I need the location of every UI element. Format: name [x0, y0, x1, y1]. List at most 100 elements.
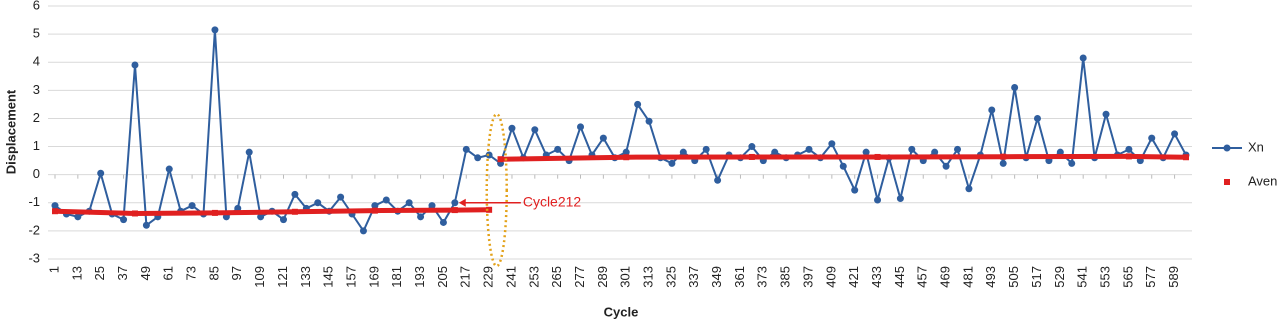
xn-marker — [245, 148, 253, 156]
x-tick-label: 589 — [1166, 266, 1181, 288]
xn-marker — [668, 159, 676, 167]
x-tick-label: 241 — [503, 266, 518, 288]
y-tick-label: -1 — [28, 194, 40, 209]
x-tick-label: 349 — [709, 266, 724, 288]
xn-marker — [142, 221, 150, 229]
xn-marker — [954, 145, 962, 153]
x-tick-label: 97 — [229, 266, 244, 280]
x-tick-label: 493 — [983, 266, 998, 288]
x-tick-label: 133 — [298, 266, 313, 288]
y-tick-label: -2 — [28, 222, 40, 237]
xn-marker — [999, 159, 1007, 167]
xn-marker — [1056, 148, 1064, 156]
xn-marker — [1148, 134, 1156, 142]
legend-symbol — [1224, 179, 1230, 185]
xn-marker — [439, 218, 447, 226]
xn-marker — [279, 216, 287, 224]
xn-marker — [874, 196, 882, 204]
annotation-arrowhead — [458, 198, 466, 207]
x-tick-label: 25 — [92, 266, 107, 280]
xn-marker — [371, 202, 379, 210]
xn-marker — [839, 162, 847, 170]
xn-marker — [965, 185, 973, 193]
xn-marker — [382, 196, 390, 204]
x-tick-label: 385 — [778, 266, 793, 288]
x-tick-label: 205 — [435, 266, 450, 288]
x-tick-label: 409 — [823, 266, 838, 288]
x-tick-label: 181 — [389, 266, 404, 288]
y-tick-label: 0 — [33, 166, 40, 181]
xn-marker — [97, 169, 105, 177]
x-axis-title: Cycle — [604, 304, 639, 319]
aven-marker — [748, 153, 755, 160]
x-tick-label: 61 — [161, 266, 176, 280]
x-tick-label: 517 — [1029, 266, 1044, 288]
x-tick-label: 457 — [915, 266, 930, 288]
x-tick-label: 121 — [275, 266, 290, 288]
x-tick-label: 229 — [481, 266, 496, 288]
xn-marker — [165, 165, 173, 173]
xn-marker — [1079, 54, 1087, 62]
aven-marker — [1125, 153, 1132, 160]
x-tick-label: 145 — [321, 266, 336, 288]
xn-marker — [679, 148, 687, 156]
aven-marker — [451, 207, 458, 214]
x-tick-label: 301 — [618, 266, 633, 288]
xn-marker — [702, 145, 710, 153]
x-tick-label: 73 — [184, 266, 199, 280]
y-tick-label: 2 — [33, 110, 40, 125]
x-tick-label: 529 — [1052, 266, 1067, 288]
highlight-ellipse — [485, 112, 508, 268]
x-tick-label: 337 — [686, 266, 701, 288]
y-tick-label: 3 — [33, 82, 40, 97]
xn-marker — [211, 26, 219, 34]
xn-marker — [908, 145, 916, 153]
xn-marker — [931, 148, 939, 156]
xn-marker — [1011, 84, 1019, 92]
x-tick-label: 433 — [869, 266, 884, 288]
aven-marker — [497, 156, 504, 163]
xn-marker — [1068, 159, 1076, 167]
x-tick-label: 553 — [1097, 266, 1112, 288]
x-tick-label: 325 — [663, 266, 678, 288]
x-tick-label: 37 — [115, 266, 130, 280]
xn-marker — [405, 199, 413, 207]
y-tick-label: -3 — [28, 250, 40, 265]
x-tick-label: 49 — [138, 266, 153, 280]
x-tick-label: 253 — [526, 266, 541, 288]
xn-marker — [577, 123, 585, 131]
xn-marker — [748, 143, 756, 151]
xn-marker — [428, 202, 436, 210]
xn-marker — [337, 193, 345, 201]
xn-marker — [462, 145, 470, 153]
x-tick-label: 169 — [366, 266, 381, 288]
x-tick-label: 109 — [252, 266, 267, 288]
x-tick-label: 481 — [960, 266, 975, 288]
aven-marker — [211, 209, 218, 216]
xn-marker — [988, 106, 996, 114]
xn-marker — [359, 227, 367, 235]
xn-marker — [474, 154, 482, 162]
x-tick-label: 193 — [412, 266, 427, 288]
xn-marker — [771, 148, 779, 156]
xn-marker — [714, 176, 722, 184]
xn-marker — [645, 117, 653, 125]
xn-marker — [508, 124, 516, 132]
xn-marker — [531, 126, 539, 134]
aven-marker — [1183, 154, 1189, 161]
xn-marker — [314, 199, 322, 207]
x-tick-label: 361 — [732, 266, 747, 288]
aven-marker — [52, 208, 58, 215]
x-tick-label: 217 — [458, 266, 473, 288]
xn-marker — [554, 145, 562, 153]
xn-marker — [257, 213, 265, 221]
series-line — [54, 29, 1187, 233]
x-tick-label: 421 — [846, 266, 861, 288]
xn-marker — [131, 61, 139, 69]
xn-marker — [1125, 145, 1133, 153]
x-tick-label: 313 — [640, 266, 655, 288]
y-tick-label: 4 — [33, 54, 40, 69]
y-tick-label: 6 — [33, 0, 40, 12]
